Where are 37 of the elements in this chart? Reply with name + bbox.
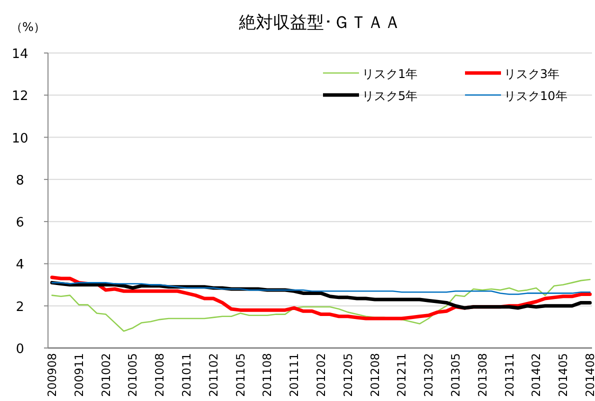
x-tick-label: 201208: [368, 353, 382, 397]
x-tick-label: 201205: [340, 353, 355, 397]
legend-label: リスク1年: [362, 67, 418, 81]
y-tick-label: 10: [12, 131, 28, 146]
legend-label: リスク5年: [362, 89, 418, 103]
x-tick-label: 200911: [72, 353, 86, 397]
x-tick-label: 201008: [152, 353, 167, 397]
y-tick-label: 6: [16, 216, 24, 231]
x-tick-label: 201311: [502, 353, 516, 397]
y-tick-label: 12: [12, 89, 28, 104]
x-tick-label: 200908: [45, 353, 59, 397]
x-tick-label: 201108: [260, 353, 274, 397]
y-tick-label: 14: [12, 47, 28, 62]
y-tick-label: 4: [16, 258, 24, 273]
x-tick-label: 201302: [422, 353, 436, 397]
x-tick-label: 201005: [126, 353, 140, 397]
x-tick-label: 201111: [287, 353, 302, 397]
line-series: [51, 282, 591, 295]
line-series: [51, 278, 591, 332]
y-tick-label: 0: [16, 342, 24, 357]
x-tick-label: 201002: [98, 353, 113, 397]
x-tick-label: 201102: [206, 353, 220, 397]
x-tick-label: 201305: [448, 353, 462, 397]
legend-label: リスク3年: [504, 67, 560, 81]
x-tick-label: 201408: [583, 353, 595, 397]
y-tick-label: 8: [16, 173, 24, 188]
y-tick-label: 2: [16, 300, 24, 315]
x-tick-label: 201202: [314, 353, 328, 397]
y-axis-title: （%）: [10, 20, 46, 34]
x-tick-label: 201011: [180, 353, 194, 397]
x-tick-label: 201105: [233, 353, 248, 397]
x-tick-label: 201405: [556, 353, 570, 397]
x-tick-label: 201402: [529, 353, 544, 397]
legend-label: リスク10年: [504, 89, 568, 103]
x-tick-label: 201308: [475, 353, 490, 397]
x-tick-label: 201211: [394, 353, 409, 397]
chart-title: 絶対収益型･ＧＴＡＡ: [238, 13, 401, 33]
